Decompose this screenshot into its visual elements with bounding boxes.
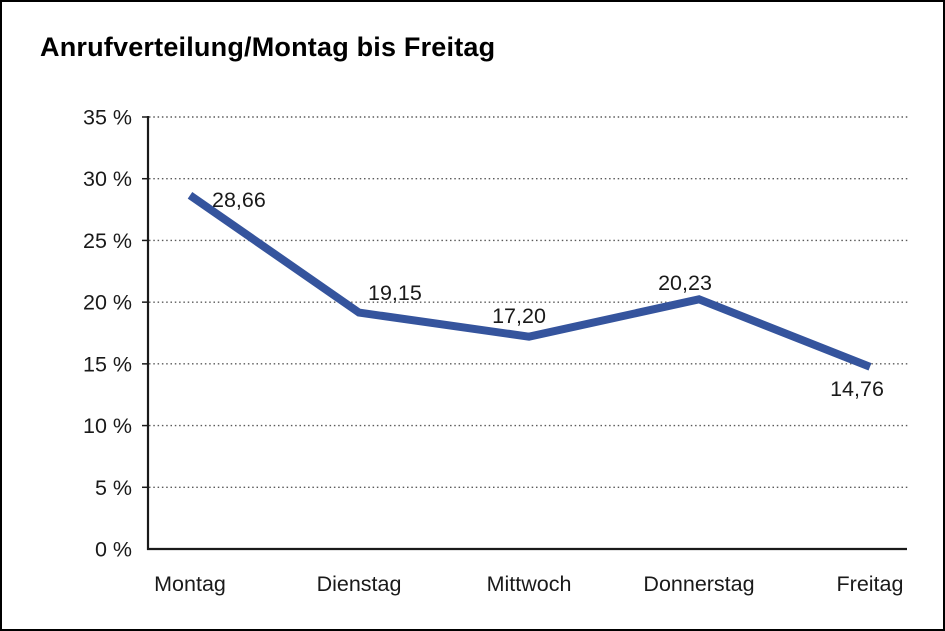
- x-tick-label: Donnerstag: [643, 572, 754, 596]
- x-tick-label: Dienstag: [317, 572, 402, 596]
- y-tick-label: 30 %: [83, 167, 132, 191]
- y-tick-label: 15 %: [83, 352, 132, 376]
- y-tick-label: 0 %: [95, 538, 132, 562]
- y-tick-label: 20 %: [83, 291, 132, 315]
- series-line: [187, 192, 872, 371]
- x-tick-label: Freitag: [837, 572, 904, 596]
- point-labels: 28,66 19,15 17,20 20,23 14,76: [212, 188, 884, 401]
- x-axis-labels: Montag Dienstag Mittwoch Donnerstag Freitag: [154, 572, 903, 596]
- point-label: 17,20: [492, 304, 546, 328]
- point-label: 19,15: [368, 281, 422, 305]
- point-label: 14,76: [830, 377, 884, 401]
- point-label: 20,23: [658, 271, 712, 295]
- y-axis-labels: 0 % 5 % 10 % 15 % 20 % 25 % 30 % 35 %: [83, 106, 132, 562]
- y-tick-label: 35 %: [83, 106, 132, 130]
- y-tick-label: 5 %: [95, 476, 132, 500]
- x-tick-label: Mittwoch: [487, 572, 572, 596]
- x-tick-label: Montag: [154, 572, 226, 596]
- y-tick-label: 25 %: [83, 229, 132, 253]
- point-label: 28,66: [212, 188, 266, 212]
- axes: [146, 116, 907, 551]
- y-tick-label: 10 %: [83, 414, 132, 438]
- chart-title: Anrufverteilung/Montag bis Freitag: [40, 32, 496, 62]
- data-line: [187, 192, 872, 371]
- gridlines: [149, 116, 909, 488]
